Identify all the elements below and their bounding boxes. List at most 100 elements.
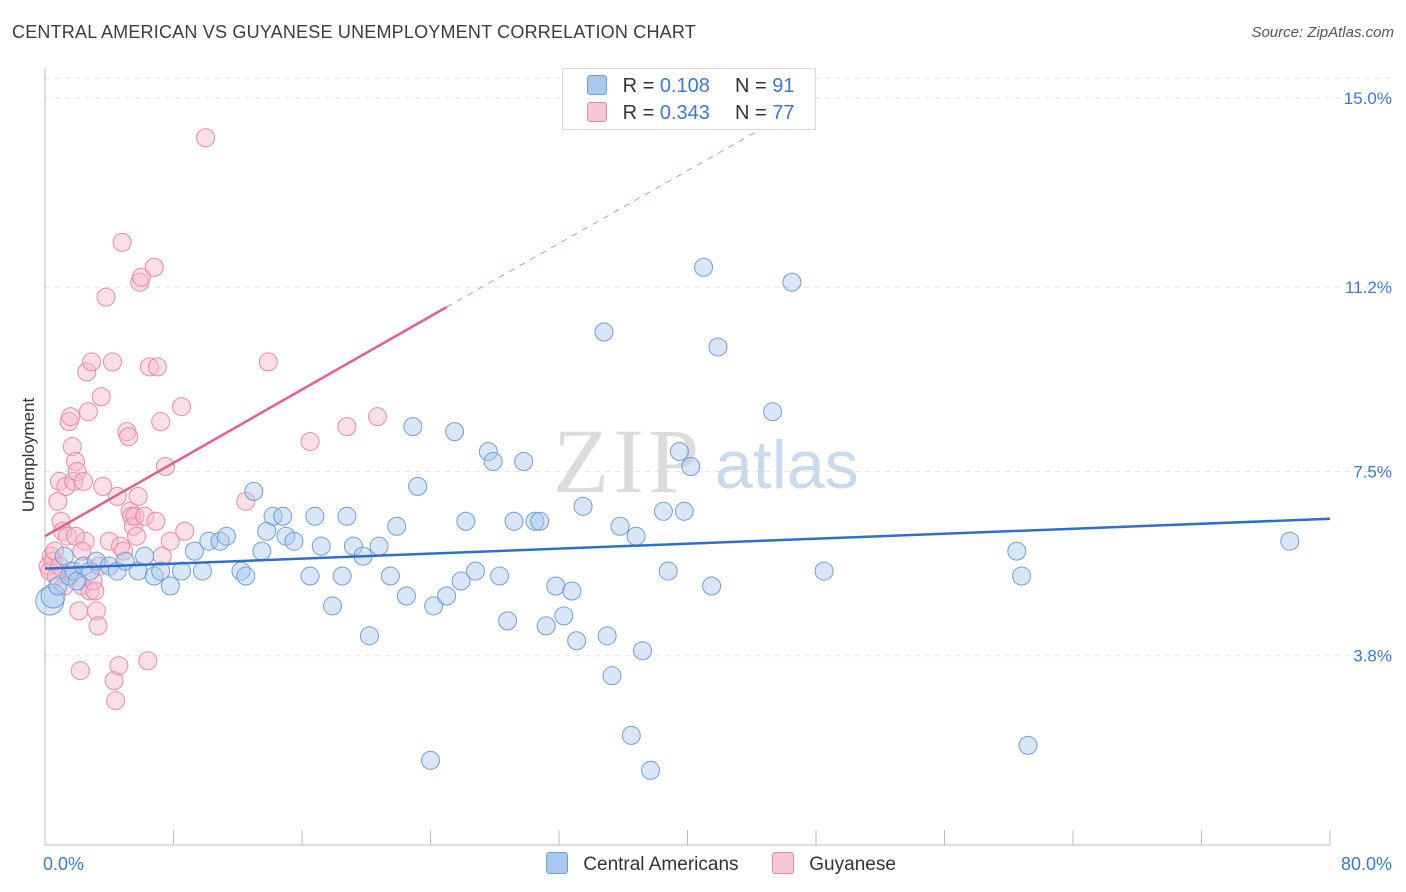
y-axis-label: Unemployment [19,398,38,513]
central-american-point [252,541,272,561]
central-american-point [421,750,440,770]
guyanese-point [131,267,151,287]
central-american-point [641,760,661,780]
guyanese-point [96,287,116,307]
central-american-point [343,536,363,556]
x-tick-label: 80.0% [1341,854,1392,874]
central-american-point [782,272,802,292]
y-tick-label: 3.8% [1353,647,1392,666]
guyanese-point [146,511,166,531]
central-american-point [160,576,180,596]
central-american-point [763,402,783,422]
central-american-point [323,596,343,616]
central-american-point [244,481,264,501]
central-american-point [594,322,614,342]
guyanese-point [125,506,145,526]
central-american-point [708,337,728,357]
watermark-atlas: atlas [715,427,859,503]
central-american-point [199,531,219,551]
central-american-point [573,496,593,516]
central-american-point [674,501,694,521]
guyanese-point [127,526,147,546]
guyanese-point [151,412,171,432]
guyanese-point [57,526,77,546]
central-american-point [514,452,534,471]
guyanese-point [66,452,86,471]
guyanese-point [70,661,90,681]
central-american-point [633,641,653,661]
guyanese-point [110,536,130,556]
central-american-point [525,511,545,531]
guyanese-point [119,427,139,447]
central-american-point [610,516,630,536]
legend-n-label: N = [735,75,767,97]
guyanese-point [72,541,92,561]
bottom-legend-central[interactable]: Central Americans [546,852,739,876]
central-american-point [135,546,155,566]
guyanese-trend-line [44,306,448,538]
central-american-point [284,531,304,551]
guyanese-point [74,471,94,491]
legend-r-label: R = [622,75,655,97]
guyanese-point [139,357,159,377]
central-american-point [465,561,485,581]
bottom-legend-label-guyanese: Guyanese [809,854,896,875]
legend-n-label: N = [735,102,767,124]
guyanese-point [138,651,158,671]
guyanese-point [91,387,111,407]
guyanese-point [93,476,113,496]
central-american-point [192,561,212,581]
central-american-point [217,526,237,546]
central-american-point [478,442,498,462]
guyanese-point [45,541,65,561]
central-american-point [1007,541,1027,561]
central-american-points [35,257,1300,780]
legend-r-value: 0.108 [659,75,710,97]
central-american-point [54,546,74,566]
central-american-point [144,566,164,586]
central-american-point [814,561,834,581]
y-tick-label: 11.2% [1345,278,1392,297]
central-american-point [445,422,465,442]
legend-row-central: R = 0.108 N = 91 [587,75,795,101]
central-american-point [151,561,171,581]
correlation-legend: R = 0.108 N = 91 R = 0.343 N = 77 [562,68,816,130]
central-american-point [530,511,550,531]
guyanese-point [67,461,87,481]
central-american-point [546,576,566,596]
central-american-point [236,566,256,586]
guyanese-point [128,486,148,506]
central-american-point [437,586,457,606]
guyanese-point [109,656,129,676]
legend-swatch-central [587,75,607,95]
guyanese-point [82,352,102,372]
watermark: ZIP atlas [553,410,859,512]
central-american-point [403,417,423,437]
chart-title: CENTRAL AMERICAN VS GUYANESE UNEMPLOYMEN… [12,22,696,42]
central-american-point [490,566,510,586]
central-american-point [456,511,476,531]
guyanese-point [104,671,124,691]
guyanese-point [78,402,98,422]
guyanese-point [337,417,357,437]
central-american-point [396,586,416,606]
guyanese-point [135,506,155,526]
central-american-point [273,506,293,526]
legend-r-value: 0.343 [659,102,710,124]
central-american-point [536,616,556,636]
bottom-legend-guyanese[interactable]: Guyanese [772,852,896,876]
central-american-point [332,566,352,586]
guyanese-point [300,432,320,452]
central-american-point [1012,566,1032,586]
central-american-point [184,541,204,561]
guyanese-point [106,691,126,711]
guyanese-point [102,352,122,372]
legend-n-value: 91 [772,75,795,97]
guyanese-point [175,521,195,541]
central-american-point [621,725,641,745]
guyanese-point [62,437,82,457]
central-american-point [424,596,444,616]
central-american-point [337,506,357,526]
axes [44,68,1331,846]
guyanese-point [147,357,167,377]
